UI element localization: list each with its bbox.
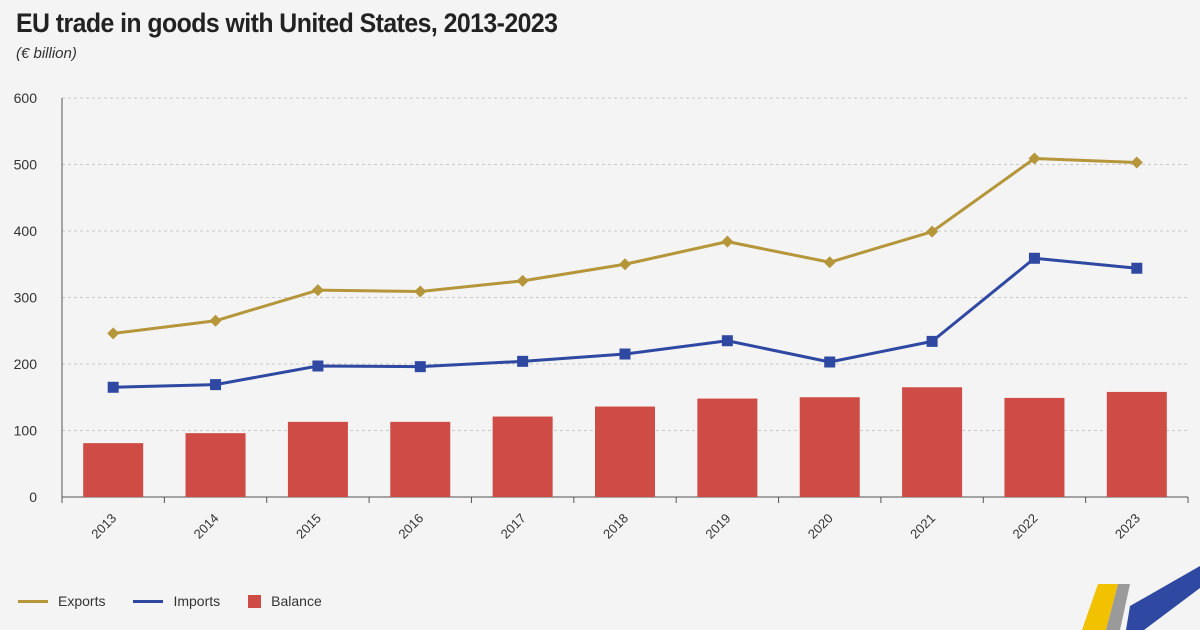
exports-point-2016 — [414, 285, 427, 298]
legend-label-balance: Balance — [271, 593, 322, 609]
imports-point-2015 — [312, 360, 324, 372]
legend-item-balance[interactable]: Balance — [248, 593, 322, 609]
y-tick-label-0: 0 — [29, 489, 37, 505]
balance-bar-2020 — [799, 397, 860, 497]
x-tick-label-2019: 2019 — [702, 511, 733, 542]
exports-point-2023 — [1130, 156, 1143, 169]
x-tick-label-2021: 2021 — [907, 511, 938, 542]
exports-line — [112, 157, 1137, 335]
balance-bar-2017 — [492, 416, 553, 497]
exports-point-2022 — [1028, 152, 1041, 165]
balance-bar-2021 — [902, 387, 963, 497]
x-tick-label-2015: 2015 — [293, 511, 324, 542]
exports-point-2018 — [619, 258, 631, 271]
y-tick-label-600: 600 — [14, 90, 38, 106]
balance-bar-2022 — [1004, 397, 1065, 497]
x-tick-label-2013: 2013 — [88, 511, 119, 542]
y-tick-label-500: 500 — [14, 157, 38, 173]
imports-point-2022 — [1028, 252, 1040, 264]
chart-title: EU trade in goods with United States, 20… — [16, 8, 558, 38]
y-tick-label-400: 400 — [14, 223, 38, 239]
chart-subtitle: (€ billion) — [16, 45, 77, 62]
legend-label-exports: Exports — [58, 593, 106, 609]
legend-swatch-imports — [133, 599, 164, 603]
x-tick-label-2017: 2017 — [498, 511, 529, 542]
balance-bar-2015 — [287, 421, 348, 497]
legend-swatch-exports — [18, 599, 48, 603]
legend-item-imports[interactable]: Imports — [133, 593, 220, 609]
balance-bar-2016 — [390, 421, 451, 497]
balance-bar-2013 — [83, 443, 144, 497]
x-tick-label-2018: 2018 — [600, 511, 631, 542]
legend-item-exports[interactable]: Exports — [18, 593, 105, 609]
x-tick-label-2023: 2023 — [1112, 511, 1143, 542]
imports-point-2023 — [1131, 262, 1143, 274]
exports-point-2021 — [926, 225, 939, 238]
imports-point-2019 — [721, 335, 733, 347]
x-tick-label-2020: 2020 — [805, 511, 836, 542]
y-tick-label-100: 100 — [14, 423, 38, 439]
legend-label-imports: Imports — [173, 593, 221, 609]
exports-point-2020 — [823, 256, 836, 269]
imports-line — [113, 256, 1137, 389]
eurostat-logo-icon — [1082, 566, 1200, 630]
imports-point-2020 — [824, 356, 836, 368]
balance-bar-2014 — [185, 433, 246, 497]
x-tick-label-2014: 2014 — [191, 511, 222, 542]
imports-point-2017 — [517, 355, 529, 367]
x-tick-label-2016: 2016 — [395, 511, 426, 542]
legend: Exports Imports Balance — [18, 593, 350, 609]
imports-point-2021 — [926, 335, 938, 347]
exports-point-2013 — [107, 327, 120, 340]
balance-bar-2018 — [595, 406, 655, 497]
imports-point-2014 — [210, 379, 222, 391]
chart-area: 0 100 200 300 400 500 600 2013 2014 2015 2016 2017… — [14, 90, 1189, 542]
y-tick-label-300: 300 — [14, 290, 38, 306]
balance-bar-2019 — [697, 398, 758, 497]
y-tick-label-200: 200 — [14, 356, 38, 372]
exports-point-2019 — [721, 235, 734, 248]
balance-bars — [83, 387, 1167, 497]
balance-bar-2023 — [1106, 391, 1167, 497]
imports-point-2013 — [107, 381, 119, 393]
x-tick-label-2022: 2022 — [1010, 511, 1041, 542]
x-axis-ticks: 2013 2014 2015 2016 2017 2018 2019 2020 2021 2022… — [61, 497, 1189, 542]
exports-point-2017 — [516, 274, 529, 287]
legend-swatch-balance — [248, 594, 262, 608]
imports-point-2016 — [414, 361, 426, 373]
series-lines — [107, 152, 1143, 393]
imports-point-2018 — [619, 348, 631, 360]
exports-point-2014 — [209, 314, 222, 327]
y-axis-ticks: 0 100 200 300 400 500 600 — [14, 90, 38, 505]
exports-point-2015 — [311, 284, 324, 297]
